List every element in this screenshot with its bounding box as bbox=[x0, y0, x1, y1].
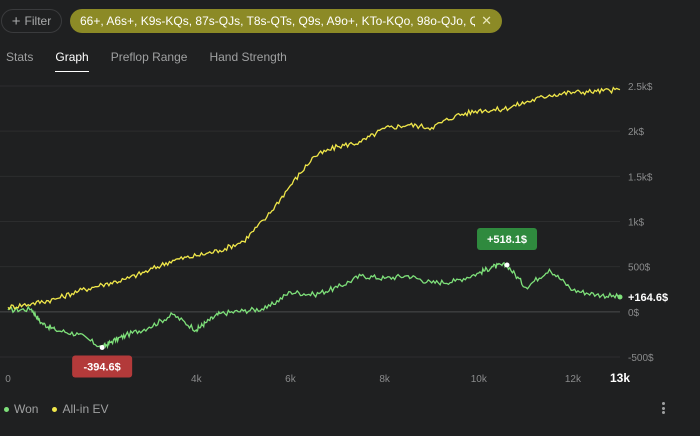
max-value-label: +518.1$ bbox=[487, 234, 527, 246]
tab-stats[interactable]: Stats bbox=[6, 50, 34, 64]
y-tick-label: 2.5k$ bbox=[628, 82, 653, 93]
legend-label: All-in EV bbox=[62, 402, 109, 416]
legend-dot-icon bbox=[52, 406, 58, 412]
series-line-all-in-ev bbox=[7, 86, 621, 311]
legend-item-won[interactable]: Won bbox=[4, 402, 38, 416]
legend-label: Won bbox=[14, 402, 39, 416]
x-tick-label: 4k bbox=[191, 374, 203, 385]
x-tick-label: 6k bbox=[285, 374, 297, 385]
legend-dot-icon bbox=[4, 406, 9, 412]
x-tick-label: 0 bbox=[5, 374, 11, 385]
max-value-badge bbox=[477, 228, 538, 251]
last-value-label: +164.6$ bbox=[628, 292, 668, 304]
series-line-won bbox=[7, 261, 621, 350]
y-tick-label: 0$ bbox=[628, 308, 640, 319]
close-icon[interactable]: ✕ bbox=[481, 13, 492, 28]
chart-legend: Won All-in EV bbox=[4, 402, 108, 416]
tab-hand-strength[interactable]: Hand Strength bbox=[209, 50, 287, 64]
filter-button[interactable]: + Filter bbox=[1, 9, 62, 33]
tab-graph[interactable]: Graph bbox=[55, 50, 89, 72]
y-tick-label: 1k$ bbox=[628, 218, 645, 229]
x-tick-label: 12k bbox=[565, 374, 582, 385]
range-filter-chip[interactable]: 66+, A6s+, K9s-KQs, 87s-QJs, T8s-QTs, Q9… bbox=[70, 9, 502, 33]
legend-item-ev[interactable]: All-in EV bbox=[52, 402, 108, 416]
y-tick-label: 500$ bbox=[628, 263, 651, 274]
min-value-label: -394.6$ bbox=[83, 361, 120, 373]
filter-button-label: Filter bbox=[24, 14, 52, 28]
min-value-badge bbox=[72, 355, 133, 378]
y-tick-label: -500$ bbox=[628, 353, 654, 364]
x-tick-label: 13k bbox=[610, 371, 630, 385]
x-tick-label: 8k bbox=[379, 374, 391, 385]
last-value-dot bbox=[617, 294, 623, 300]
y-tick-label: 1.5k$ bbox=[628, 172, 653, 183]
max-point-marker bbox=[504, 262, 510, 268]
y-tick-label: 2k$ bbox=[628, 127, 645, 138]
profit-graph: -500$ 0$ 500$ 1k$ 1.5k$ 2k$ 2.5k$ 0 4k 6k 8k 10k 12k… bbox=[0, 82, 668, 385]
min-point-marker bbox=[99, 344, 105, 350]
plus-icon: + bbox=[11, 12, 21, 30]
tab-bar: Stats Graph Preflop Range Hand Strength bbox=[0, 50, 303, 72]
x-tick-label: 10k bbox=[471, 374, 488, 385]
more-options-icon[interactable] bbox=[658, 400, 668, 416]
tab-preflop-range[interactable]: Preflop Range bbox=[110, 50, 188, 64]
range-filter-text: 66+, A6s+, K9s-KQs, 87s-QJs, T8s-QTs, Q9… bbox=[80, 14, 476, 28]
